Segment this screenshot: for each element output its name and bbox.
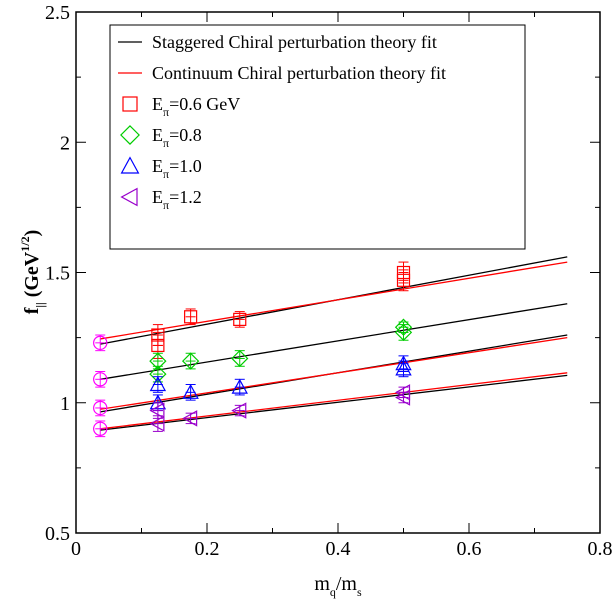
diamond-point <box>181 352 200 370</box>
legend-square-icon <box>122 96 138 112</box>
legend-triangle-left-icon <box>120 187 138 207</box>
square-point <box>396 265 411 280</box>
legend-label-rest: =1.0 <box>169 156 202 176</box>
staggered-fit-line <box>100 303 568 380</box>
legend-label-sub: π <box>163 198 169 212</box>
legend-triangle-up-icon <box>120 156 140 174</box>
x-tick-label: 0.2 <box>195 538 220 560</box>
triangle-left-point <box>182 410 198 427</box>
circle-point <box>93 400 108 416</box>
triangle-left-point <box>231 402 247 419</box>
legend-box <box>109 24 526 250</box>
x-axis-title-slash: /m <box>336 573 358 595</box>
y-axis-title-unit-open: (GeV <box>21 251 43 302</box>
diamond-point <box>231 349 249 368</box>
diamond-point <box>394 318 413 336</box>
y-axis-title-sub: || <box>33 302 47 307</box>
y-tick-label: 1 <box>60 393 70 415</box>
legend-diamond-icon <box>120 125 140 145</box>
y-axis-title-unit-close: ) <box>21 230 43 237</box>
y-axis-title-main: f <box>21 307 43 314</box>
continuum-fit-line <box>100 336 568 410</box>
y-tick-label: 2.5 <box>45 2 70 24</box>
legend-label-main: E <box>152 94 163 114</box>
legend-label-rest: =0.6 GeV <box>169 94 240 114</box>
x-tick-label: 0.4 <box>326 538 351 560</box>
legend-label-rest: =1.2 <box>169 187 202 207</box>
legend-label: Eπ=1.2 <box>152 187 202 212</box>
square-point <box>233 312 247 326</box>
x-axis-title-main: m <box>314 573 330 595</box>
circle-point <box>93 372 108 387</box>
continuum-fit-line <box>100 261 568 340</box>
x-tick-label: 0.8 <box>588 538 613 560</box>
y-tick-label: 1.5 <box>45 263 70 285</box>
legend-label-rest: =0.8 <box>169 125 202 145</box>
circle-point <box>93 335 108 351</box>
x-tick-label: 0.6 <box>457 538 482 560</box>
x-tick-label: 0 <box>71 538 81 560</box>
square-point <box>151 328 165 342</box>
circle-point <box>93 421 108 436</box>
legend-items: Staggered Chiral perturbation theory fit… <box>118 32 446 212</box>
x-axis-title: mq/ms <box>314 573 362 599</box>
legend: Staggered Chiral perturbation theory fit… <box>109 24 526 250</box>
y-axis-title: f|| (GeV1/2) <box>18 230 47 315</box>
legend-label: Continuum Chiral perturbation theory fit <box>152 63 446 83</box>
diamond-point <box>149 352 167 370</box>
legend-label: Eπ=0.6 GeV <box>152 94 240 119</box>
legend-label: Eπ=1.0 <box>152 156 202 181</box>
legend-label-main: E <box>152 187 163 207</box>
fit-lines <box>100 256 568 431</box>
y-tick-label: 2 <box>60 132 70 154</box>
data-points <box>93 261 413 438</box>
continuum-fit-line <box>100 372 568 430</box>
square-point <box>184 310 198 324</box>
legend-label-main: E <box>152 156 163 176</box>
triangle-left-point <box>149 415 165 432</box>
y-tick-label: 0.5 <box>45 523 70 545</box>
legend-label-sub: π <box>163 167 169 181</box>
triangle-up-point <box>395 360 412 376</box>
triangle-left-point <box>149 402 165 419</box>
triangle-up-point <box>395 355 412 371</box>
triangle-up-point <box>149 376 167 392</box>
staggered-fit-line <box>100 374 568 431</box>
legend-label: Staggered Chiral perturbation theory fit <box>152 32 437 52</box>
triangle-up-point <box>182 383 199 399</box>
legend-label-main: E <box>152 125 163 145</box>
axis-ticks: 0 0.2 0.4 0.6 0.8 0.5 1 1.5 2 2.5 <box>45 2 613 560</box>
x-axis-title-sub2: s <box>357 585 362 599</box>
legend-label-sub: π <box>163 136 169 150</box>
legend-label-sub: π <box>163 105 169 119</box>
triangle-left-point <box>395 384 411 401</box>
legend-label: Eπ=0.8 <box>152 125 202 150</box>
triangle-up-point <box>231 378 248 394</box>
y-axis-title-unit-sup: 1/2 <box>18 236 32 251</box>
x-axis-title-sub1: q <box>330 585 336 599</box>
